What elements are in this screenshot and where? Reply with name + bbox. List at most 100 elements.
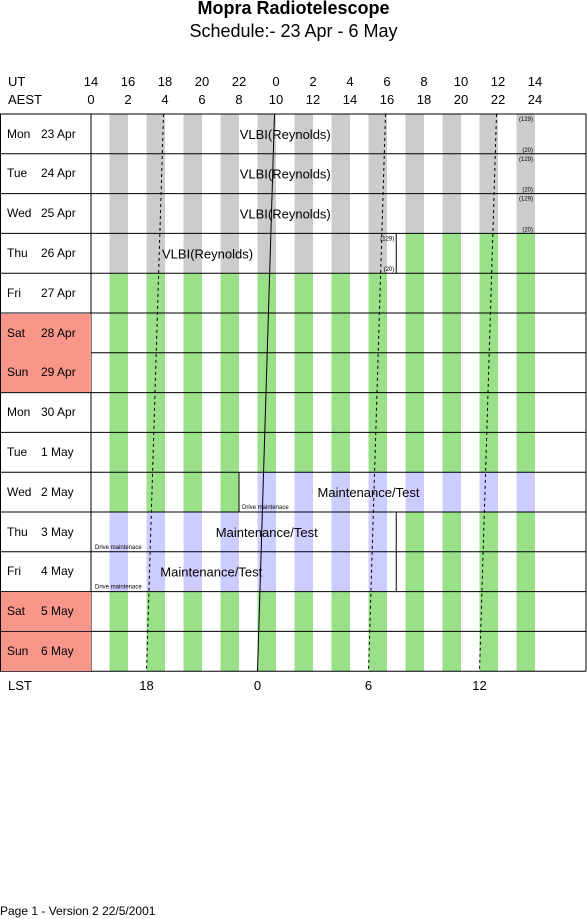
free-stripe: [183, 591, 202, 632]
vlbi-stripe: [405, 153, 424, 194]
block-label: Maintenance/Test: [160, 565, 262, 580]
free-stripe: [220, 392, 239, 433]
day-label: Mon 23 Apr: [1, 115, 91, 154]
vlbi-stripe: [294, 193, 313, 234]
free-stripe: [331, 273, 350, 313]
ut-hour-label: 22: [231, 74, 247, 89]
vlbi-stripe: [294, 153, 313, 194]
free-stripe: [516, 432, 535, 473]
free-stripe: [146, 313, 165, 353]
day-date: 27 Apr: [41, 285, 76, 300]
free-stripe: [368, 631, 387, 672]
free-stripe: [479, 273, 498, 313]
free-stripe: [442, 432, 461, 473]
free-stripe: [294, 352, 313, 393]
free-stripe: [146, 631, 165, 672]
free-stripe: [368, 392, 387, 433]
free-stripe: [442, 352, 461, 393]
maint-stripe: [294, 551, 313, 592]
free-stripe: [479, 313, 498, 353]
free-stripe: [442, 273, 461, 313]
day-date: 2 May: [41, 484, 74, 499]
vlbi-stripe: [109, 114, 128, 154]
vlbi-stripe: [146, 114, 165, 154]
day-of-week: Sun: [7, 643, 29, 658]
free-stripe: [516, 512, 535, 552]
day-of-week: Tue: [7, 444, 28, 459]
ut-hour-label: 10: [453, 74, 469, 89]
vlbi-stripe: [479, 193, 498, 234]
free-stripe: [183, 472, 202, 512]
vlbi-stripe: [257, 233, 276, 274]
free-stripe: [516, 233, 535, 274]
vlbi-stripe: [368, 193, 387, 234]
day-date: 4 May: [41, 564, 74, 579]
free-stripe: [479, 591, 498, 632]
maint-stripe: [516, 472, 535, 512]
free-stripe: [146, 432, 165, 473]
free-stripe: [183, 432, 202, 473]
vlbi-stripe: [331, 153, 350, 194]
free-stripe: [257, 392, 276, 433]
free-stripe: [442, 392, 461, 433]
free-stripe: [257, 273, 276, 313]
free-stripe: [516, 392, 535, 433]
vlbi-stripe: [479, 153, 498, 194]
free-stripe: [405, 392, 424, 433]
maint-stripe: [368, 472, 387, 512]
day-label: Tue 24 Apr: [1, 154, 91, 193]
block-label: VLBI(Reynolds): [162, 246, 253, 261]
aest-hour-label: 24: [527, 92, 543, 107]
day-date: 30 Apr: [41, 405, 76, 420]
lst-label: LST: [8, 678, 32, 693]
block-label: Maintenance/Test: [216, 525, 318, 540]
free-stripe: [146, 273, 165, 313]
corner-note-bottom: (20): [384, 267, 395, 273]
ut-hour-label: 14: [83, 74, 99, 89]
ut-hour-label: 2: [309, 74, 317, 89]
lst-tick-label: 6: [364, 678, 373, 693]
maint-stripe: [331, 472, 350, 512]
vlbi-stripe: [146, 233, 165, 274]
day-of-week: Thu: [7, 245, 28, 260]
aest-hour-label: 0: [87, 92, 95, 107]
drive-maintenance-note: Drive maintenace: [95, 585, 142, 591]
free-stripe: [442, 551, 461, 592]
maint-stripe: [479, 472, 498, 512]
vlbi-stripe: [405, 193, 424, 234]
vlbi-stripe: [220, 114, 239, 154]
free-stripe: [516, 631, 535, 672]
free-stripe: [442, 233, 461, 274]
free-stripe: [479, 233, 498, 274]
ut-hour-label: 18: [157, 74, 173, 89]
aest-hour-label: 18: [416, 92, 432, 107]
day-label: Sun 6 May: [1, 631, 91, 671]
free-stripe: [516, 273, 535, 313]
day-label: Mon 30 Apr: [1, 393, 91, 432]
vlbi-stripe: [368, 233, 387, 274]
free-stripe: [479, 551, 498, 592]
vlbi-stripe: [146, 153, 165, 194]
vlbi-stripe: [405, 114, 424, 154]
vlbi-stripe: [220, 193, 239, 234]
day-of-week: Wed: [7, 206, 32, 221]
free-stripe: [479, 631, 498, 672]
free-stripe: [405, 432, 424, 473]
page-title: Mopra Radiotelescope: [197, 0, 390, 18]
maint-stripe: [368, 551, 387, 592]
vlbi-stripe: [368, 114, 387, 154]
free-stripe: [405, 273, 424, 313]
maint-stripe: [405, 472, 424, 512]
vlbi-stripe: [220, 233, 239, 274]
block-label: Maintenance/Test: [318, 485, 420, 500]
vlbi-stripe: [294, 233, 313, 274]
free-stripe: [405, 352, 424, 393]
maint-stripe: [331, 551, 350, 592]
aest-label: AEST: [8, 92, 42, 107]
free-stripe: [516, 352, 535, 393]
free-stripe: [368, 591, 387, 632]
free-stripe: [331, 313, 350, 353]
ut-hour-label: 0: [272, 74, 280, 89]
aest-hour-label: 16: [379, 92, 395, 107]
